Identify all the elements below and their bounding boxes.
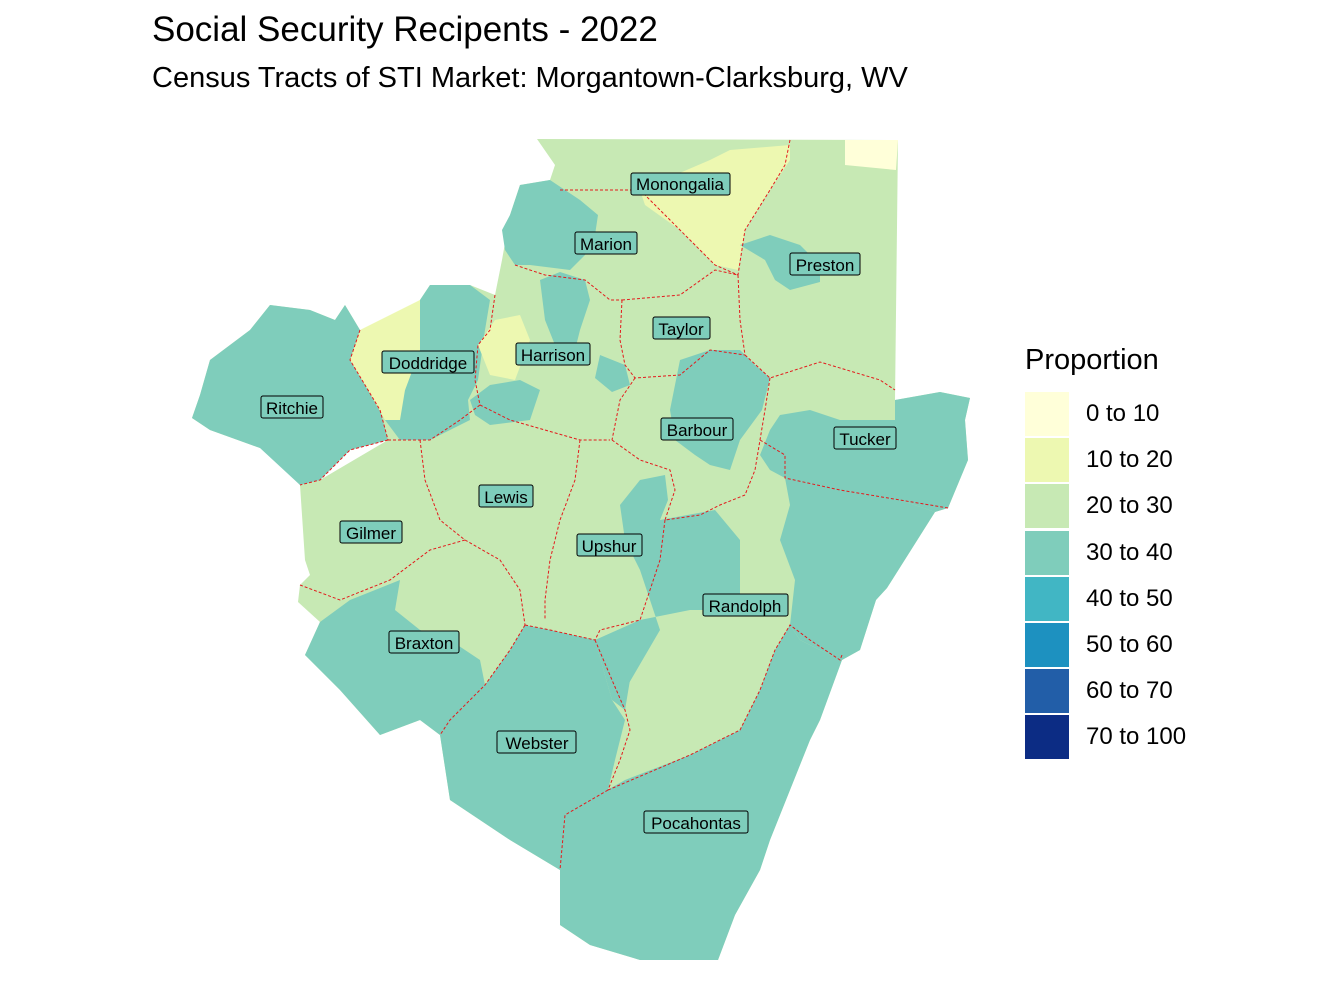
- tract-preston: [740, 235, 820, 290]
- county-label-webster: Webster: [496, 730, 577, 754]
- tract-marion: [502, 180, 598, 270]
- legend-item: 10 to 20: [1025, 437, 1186, 483]
- county-label-lewis: Lewis: [478, 484, 534, 508]
- legend-label: 20 to 30: [1086, 492, 1173, 520]
- svg-text:Doddridge: Doddridge: [389, 354, 467, 373]
- county-label-tucker: Tucker: [833, 426, 897, 450]
- legend-swatch: [1025, 392, 1069, 437]
- boundary-upshur-webster: [524, 624, 596, 641]
- svg-text:Lewis: Lewis: [484, 488, 527, 507]
- legend-label: 40 to 50: [1086, 584, 1173, 612]
- legend-swatch: [1025, 438, 1069, 483]
- boundary-taylor-preston: [737, 274, 746, 356]
- boundary-gilmer-lewis: [419, 439, 466, 541]
- tract-randolph-west: [595, 620, 660, 710]
- county-label-barbour: Barbour: [660, 417, 734, 441]
- boundary-webster-randolph: [594, 639, 631, 791]
- legend-swatch: [1025, 715, 1069, 760]
- legend-swatch: [1025, 484, 1069, 529]
- map-subtitle: Census Tracts of STI Market: Morgantown-…: [152, 62, 908, 94]
- legend-item: 40 to 50: [1025, 576, 1186, 622]
- county-label-marion: Marion: [574, 231, 638, 255]
- legend-swatch: [1025, 669, 1069, 714]
- boundary-lewis-braxton: [464, 539, 526, 626]
- tract-braxton: [305, 580, 485, 735]
- county-label-gilmer: Gilmer: [339, 520, 403, 544]
- svg-text:Marion: Marion: [580, 235, 632, 254]
- legend-label: 0 to 10: [1086, 400, 1160, 428]
- boundary-marion-taylor: [621, 269, 739, 301]
- tract-monongalia-lightest: [845, 140, 898, 170]
- legend-item: 50 to 60: [1025, 622, 1186, 668]
- boundary-preston-barbour: [744, 354, 896, 391]
- legend-title: Proportion: [1025, 344, 1159, 376]
- county-label-randolph: Randolph: [702, 593, 789, 617]
- legend-label: 10 to 20: [1086, 446, 1173, 474]
- tract-harrison-center: [540, 272, 590, 350]
- legend-swatch: [1025, 576, 1069, 621]
- tract-ritchie: [192, 305, 388, 485]
- map-title: Social Security Recipents - 2022: [152, 10, 658, 49]
- svg-text:Webster: Webster: [506, 734, 569, 753]
- legend-item: 0 to 10: [1025, 391, 1186, 437]
- boundary-upshur-randolph: [594, 519, 666, 641]
- choropleth-map: Monongalia Marion Preston Taylor Doddrid…: [192, 139, 970, 960]
- boundary-monongalia-marion: [560, 189, 739, 276]
- legend-item: 60 to 70: [1025, 668, 1186, 714]
- svg-text:Braxton: Braxton: [395, 634, 454, 653]
- tract-tucker: [760, 392, 970, 512]
- county-label-taylor: Taylor: [652, 316, 711, 340]
- boundary-randolph-pocahontas: [607, 624, 843, 791]
- svg-text:Harrison: Harrison: [521, 346, 585, 365]
- svg-text:Pocahontas: Pocahontas: [651, 814, 741, 833]
- boundary-gilmer-braxton: [299, 539, 466, 601]
- boundary-doddridge-lewis: [388, 404, 481, 441]
- boundary-tucker-randolph: [759, 439, 949, 509]
- county-label-preston: Preston: [789, 252, 861, 276]
- svg-text:Barbour: Barbour: [667, 421, 728, 440]
- svg-text:Tucker: Tucker: [839, 430, 891, 449]
- boundary-barbour-upshur: [611, 439, 746, 521]
- county-label-harrison: Harrison: [515, 342, 591, 366]
- county-label-ritchie: Ritchie: [260, 395, 324, 419]
- svg-text:Taylor: Taylor: [658, 320, 704, 339]
- svg-text:Ritchie: Ritchie: [266, 399, 318, 418]
- boundary-webster-pocahontas: [559, 789, 609, 871]
- tract-randolph-east: [780, 478, 935, 660]
- legend-label: 50 to 60: [1086, 631, 1173, 659]
- county-label-doddridge: Doddridge: [381, 350, 475, 374]
- legend-swatch: [1025, 623, 1069, 668]
- legend-item: 30 to 40: [1025, 530, 1186, 576]
- boundary-doddridge-ritchie: [349, 329, 389, 441]
- boundary-braxton-webster: [439, 624, 526, 736]
- svg-text:Gilmer: Gilmer: [346, 524, 396, 543]
- county-label-upshur: Upshur: [576, 533, 643, 557]
- boundary-harrison-lewis: [479, 404, 610, 441]
- county-label-monongalia: Monongalia: [630, 172, 731, 196]
- legend: Proportion 0 to 10 10 to 20 20 to 30 30 to …: [1025, 344, 1186, 761]
- tract-harrison-east: [595, 355, 630, 392]
- legend-item: 70 to 100: [1025, 714, 1186, 760]
- svg-text:Preston: Preston: [796, 256, 855, 275]
- county-label-pocahontas: Pocahontas: [643, 810, 749, 834]
- svg-text:Randolph: Randolph: [709, 597, 782, 616]
- boundary-lewis-upshur: [544, 439, 581, 620]
- legend-label: 30 to 40: [1086, 538, 1173, 566]
- legend-label: 70 to 100: [1086, 723, 1187, 751]
- svg-text:Monongalia: Monongalia: [636, 175, 724, 194]
- boundary-monongalia-preston: [737, 139, 791, 276]
- boundary-marion-harrison: [514, 264, 622, 301]
- tract-harrison-west: [470, 380, 540, 425]
- boundary-harrison-barbour: [611, 377, 636, 441]
- tract-pocahontas: [560, 625, 842, 960]
- legend-item: 20 to 30: [1025, 483, 1186, 529]
- county-label-braxton: Braxton: [388, 630, 460, 654]
- boundary-ritchie-gilmer: [299, 439, 389, 486]
- legend-label: 60 to 70: [1086, 677, 1173, 705]
- svg-text:Upshur: Upshur: [582, 537, 637, 556]
- legend-swatch: [1025, 530, 1069, 575]
